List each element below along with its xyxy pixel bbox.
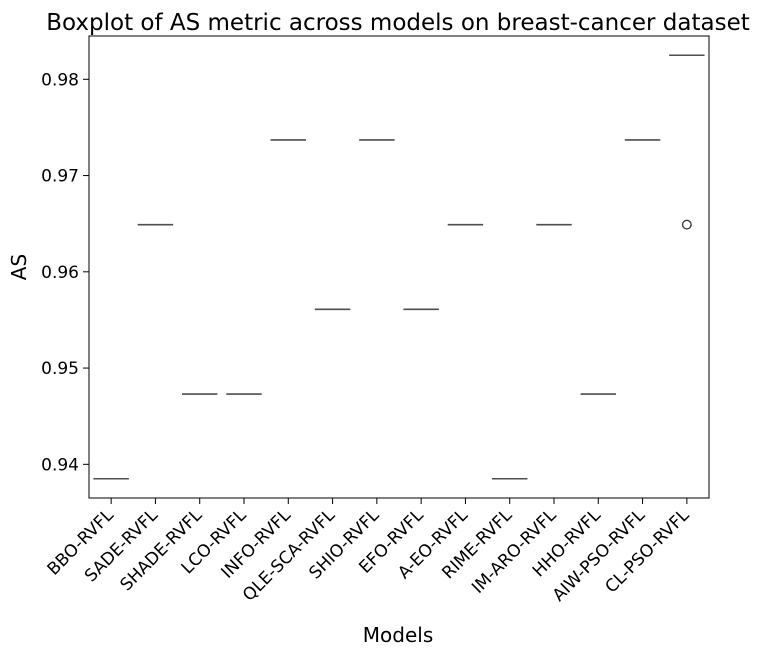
plot-area: 0.940.950.960.970.98BBO-RVFLSADE-RVFLSHA… — [41, 35, 710, 606]
plot-frame — [88, 35, 710, 499]
chart-title: Boxplot of AS metric across models on br… — [46, 10, 750, 36]
y-tick-label: 0.96 — [41, 263, 79, 283]
y-tick-label: 0.95 — [41, 359, 79, 379]
y-tick-label: 0.94 — [41, 455, 79, 475]
y-tick-label: 0.98 — [41, 70, 79, 90]
x-axis-label: Models — [363, 623, 433, 647]
y-tick-label: 0.97 — [41, 167, 79, 187]
y-axis-label: AS — [7, 254, 31, 280]
outlier-point — [681, 219, 692, 230]
